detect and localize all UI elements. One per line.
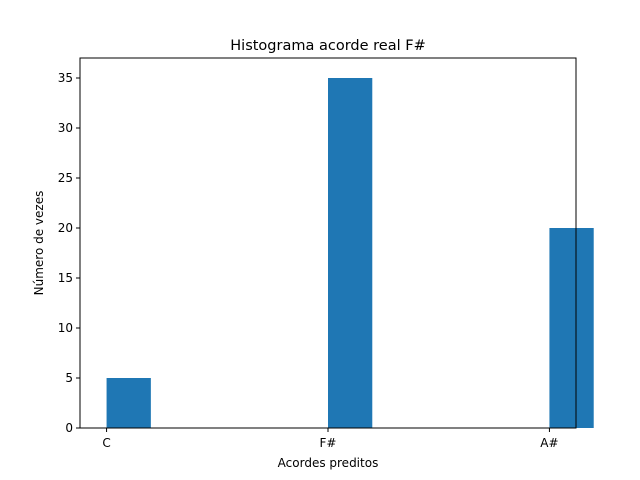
x-tick-label: C bbox=[102, 436, 110, 450]
plot-frame bbox=[79, 57, 577, 429]
bars-group bbox=[106, 78, 594, 428]
x-axis-ticks: C F# A# bbox=[102, 428, 559, 450]
y-tick-label: 10 bbox=[58, 321, 73, 335]
x-axis-label: Acordes preditos bbox=[278, 456, 379, 470]
y-tick-label: 35 bbox=[58, 71, 73, 85]
bar-C bbox=[106, 378, 151, 428]
x-tick-label: F# bbox=[320, 436, 337, 450]
y-tick-label: 20 bbox=[58, 221, 73, 235]
y-axis-ticks: 0 5 10 15 20 25 30 35 bbox=[58, 71, 80, 435]
y-tick-label: 30 bbox=[58, 121, 73, 135]
chart-title: Histograma acorde real F# bbox=[230, 38, 425, 54]
y-tick-label: 15 bbox=[58, 271, 73, 285]
x-tick-label: A# bbox=[540, 436, 558, 450]
y-tick-label: 25 bbox=[58, 171, 73, 185]
bar-F# bbox=[328, 78, 373, 428]
bar-A# bbox=[549, 228, 594, 428]
y-tick-label: 0 bbox=[65, 421, 73, 435]
y-axis-label: Número de vezes bbox=[32, 191, 46, 296]
y-tick-label: 5 bbox=[65, 371, 73, 385]
